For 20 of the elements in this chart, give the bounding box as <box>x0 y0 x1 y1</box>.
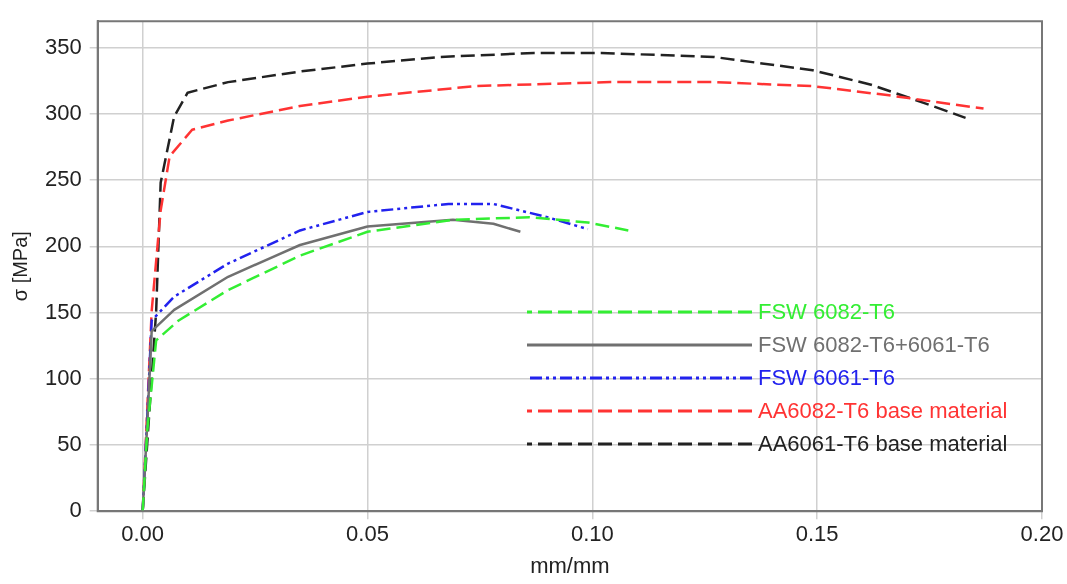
x-tick-label: 0.20 <box>1020 521 1064 547</box>
text: AA6061-T6 base material <box>758 430 1008 459</box>
x-axis-title: mm/mm <box>530 552 610 578</box>
y-tick-label: 0 <box>69 497 82 523</box>
y-tick-label: 300 <box>44 99 82 125</box>
y-tick-label: 100 <box>44 364 82 390</box>
y-tick-label: 250 <box>44 166 82 192</box>
text: FSW 6061-T6 <box>758 364 895 393</box>
x-tick-label: 0.15 <box>795 521 839 547</box>
y-tick-label: 350 <box>44 33 82 59</box>
text: FSW 6082-T6 <box>758 298 895 327</box>
text: AA6082-T6 base material <box>758 397 1008 426</box>
x-tick-label: 0.00 <box>121 521 165 547</box>
y-axis-title: σ [MPa] <box>8 231 31 302</box>
x-tick-label: 0.05 <box>346 521 389 547</box>
y-tick-label: 150 <box>44 298 82 324</box>
y-tick-label: 200 <box>44 232 82 258</box>
y-tick-label: 50 <box>57 431 82 457</box>
text: FSW 6082-T6+6061-T6 <box>758 331 990 360</box>
x-tick-label: 0.10 <box>570 521 614 547</box>
